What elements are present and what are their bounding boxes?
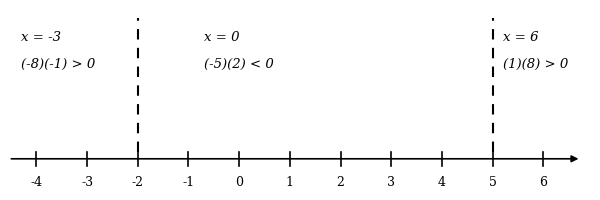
Text: 0: 0 (235, 176, 243, 189)
Text: 6: 6 (539, 176, 547, 189)
Text: 4: 4 (438, 176, 446, 189)
Text: (1)(8) > 0: (1)(8) > 0 (503, 58, 568, 71)
Text: -3: -3 (81, 176, 93, 189)
Text: 1: 1 (286, 176, 294, 189)
Text: (-8)(-1) > 0: (-8)(-1) > 0 (21, 58, 95, 71)
Text: -2: -2 (132, 176, 144, 189)
Text: x = 0: x = 0 (203, 31, 239, 44)
Text: -4: -4 (31, 176, 43, 189)
Text: x = 6: x = 6 (503, 31, 538, 44)
Text: x = -3: x = -3 (21, 31, 61, 44)
Text: 5: 5 (488, 176, 497, 189)
Text: 2: 2 (337, 176, 344, 189)
Text: -1: -1 (182, 176, 194, 189)
Text: 3: 3 (387, 176, 395, 189)
Text: (-5)(2) < 0: (-5)(2) < 0 (203, 58, 274, 71)
